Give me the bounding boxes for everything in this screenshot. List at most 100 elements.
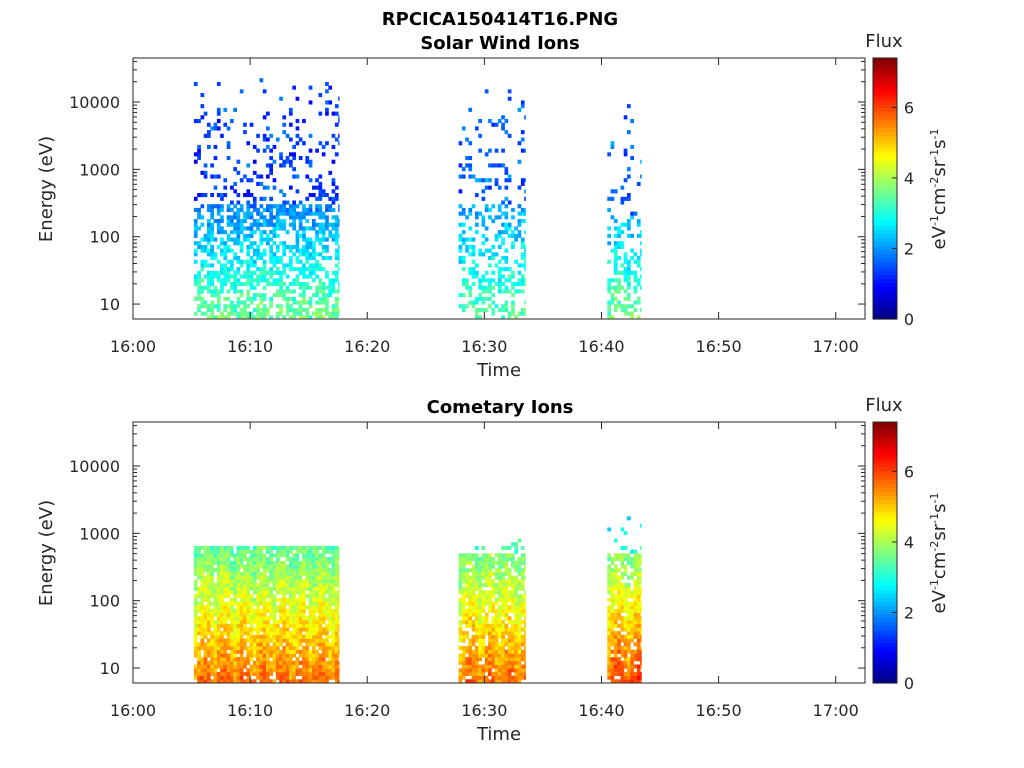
spectrogram-cell [475, 660, 479, 665]
spectrogram-cell [315, 679, 319, 684]
spectrogram-cell [617, 616, 621, 621]
spectrogram-cell [295, 307, 300, 312]
spectrogram-cell [318, 204, 323, 209]
spectrogram-cell [468, 657, 473, 662]
spectrogram-cell [627, 259, 631, 264]
spectrogram-cell [507, 233, 512, 238]
spectrogram-cell [475, 664, 479, 669]
spectrogram-cell [246, 274, 251, 279]
spectrogram-cell [630, 215, 634, 220]
spectrogram-cell [282, 163, 287, 168]
spectrogram-cell [318, 657, 323, 662]
spectrogram-cell [197, 244, 201, 249]
spectrogram-cell [213, 653, 218, 658]
colorbar-unit: eV-1cm-2sr-1s-1 [928, 493, 950, 614]
spectrogram-cell [256, 605, 260, 610]
spectrogram-cell [197, 590, 201, 595]
spectrogram-cell [504, 668, 509, 673]
spectrogram-cell [239, 274, 244, 279]
spectrogram-cell [475, 620, 479, 625]
spectrogram-cell [517, 634, 522, 639]
spectrogram-cell [636, 282, 641, 287]
spectrogram-cell [484, 296, 489, 301]
spectrogram-cell [475, 211, 479, 216]
spectrogram-cell [295, 233, 300, 238]
spectrogram-cell [481, 638, 486, 643]
colorbar-tick-label: 6 [904, 462, 914, 481]
spectrogram-cell [243, 583, 247, 588]
spectrogram-cell [282, 204, 287, 209]
spectrogram-cell [321, 226, 326, 231]
spectrogram-cell [282, 597, 287, 602]
spectrogram-cell [321, 564, 326, 569]
spectrogram-cell [636, 263, 641, 268]
spectrogram-cell [236, 159, 241, 164]
colorbar-segment [873, 642, 897, 647]
spectrogram-cell [279, 241, 283, 246]
spectrogram-cell [623, 649, 628, 654]
spectrogram-cell [504, 657, 509, 662]
spectrogram-cell [491, 586, 496, 591]
spectrogram-cell [226, 304, 231, 309]
colorbar-segment [873, 298, 897, 304]
spectrogram-cell [203, 568, 208, 573]
spectrogram-cell [220, 634, 224, 639]
spectrogram-cell [468, 597, 473, 602]
spectrogram-cell [285, 612, 290, 617]
spectrogram-cell [262, 137, 267, 142]
spectrogram-cell [458, 564, 463, 569]
spectrogram-cell [458, 634, 463, 639]
spectrogram-cell [216, 174, 221, 179]
spectrogram-cell [461, 174, 466, 179]
spectrogram-cell [475, 605, 479, 610]
spectrogram-cell [334, 307, 339, 312]
spectrogram-cell [514, 664, 518, 669]
spectrogram-cell [481, 671, 486, 676]
spectrogram-cell [318, 660, 323, 665]
spectrogram-cell [497, 579, 502, 584]
spectrogram-cell [256, 646, 260, 651]
spectrogram-cell [269, 133, 273, 138]
spectrogram-cell [246, 282, 251, 287]
spectrogram-cell [520, 571, 525, 576]
spectrogram-cell [220, 219, 224, 224]
spectrogram-cell [617, 668, 621, 673]
spectrogram-cell [321, 307, 326, 312]
spectrogram-cell [613, 304, 618, 309]
spectrogram-cell [465, 579, 469, 584]
spectrogram-cell [627, 642, 631, 647]
spectrogram-cell [315, 575, 319, 580]
spectrogram-cell [243, 307, 247, 312]
spectrogram-cell [334, 263, 339, 268]
spectrogram-cell [478, 133, 482, 138]
colorbar-segment [873, 106, 897, 112]
spectrogram-cell [207, 304, 211, 309]
spectrogram-cell [243, 300, 247, 305]
spectrogram-cell [226, 278, 231, 283]
spectrogram-cell [481, 642, 486, 647]
spectrogram-cell [613, 241, 618, 246]
spectrogram-cell [497, 557, 502, 562]
spectrogram-cell [266, 671, 270, 676]
spectrogram-cell [275, 248, 280, 253]
spectrogram-cell [289, 152, 293, 157]
spectrogram-cell [636, 605, 641, 610]
spectrogram-cell [511, 590, 515, 595]
x-tick-label: 16:50 [696, 701, 742, 720]
spectrogram-cell [524, 649, 526, 654]
spectrogram-cell [491, 579, 496, 584]
spectrogram-cell [627, 193, 631, 198]
spectrogram-cell [517, 557, 522, 562]
spectrogram-cell [318, 185, 323, 190]
spectrogram-cell [325, 646, 329, 651]
spectrogram-cell [203, 259, 208, 264]
spectrogram-cell [607, 631, 611, 636]
spectrogram-cell [289, 568, 293, 573]
colorbar-segment [873, 438, 897, 443]
spectrogram-cell [210, 282, 214, 287]
spectrogram-cell [210, 638, 214, 643]
spectrogram-cell [239, 608, 244, 613]
spectrogram-cell [458, 244, 463, 249]
spectrogram-cell [246, 605, 251, 610]
spectrogram-cell [331, 215, 336, 220]
